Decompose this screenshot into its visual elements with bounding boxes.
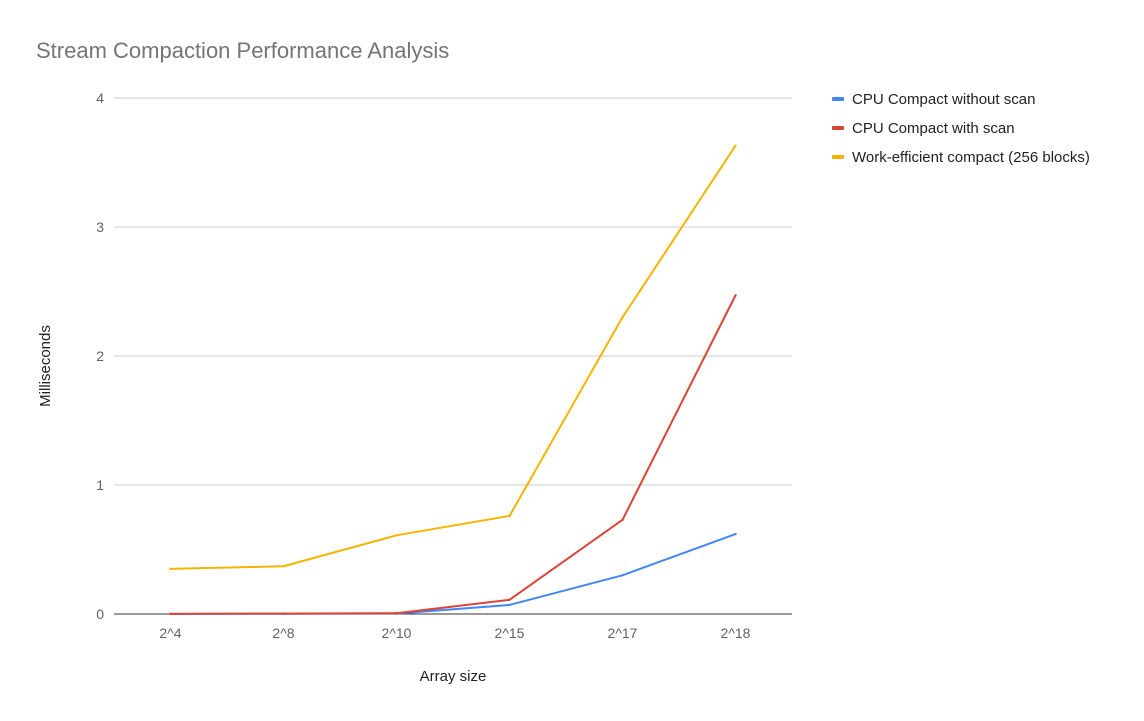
x-axis-ticks: 2^4 2^8 2^10 2^15 2^17 2^18 (159, 625, 750, 641)
x-tick-label: 2^10 (382, 625, 412, 641)
data-point (169, 567, 172, 571)
x-tick-label: 2^4 (159, 625, 181, 641)
data-point (508, 514, 511, 518)
y-tick-label: 2 (96, 348, 104, 364)
y-tick-label: 4 (96, 90, 104, 106)
legend-swatch (832, 97, 844, 101)
data-point (508, 598, 511, 602)
data-point (734, 532, 737, 536)
data-point (734, 144, 737, 147)
data-point (621, 574, 624, 577)
y-tick-label: 1 (96, 477, 104, 493)
data-point (621, 316, 624, 319)
y-axis-ticks: 0 1 2 3 4 (96, 90, 104, 622)
x-tick-label: 2^18 (721, 625, 751, 641)
y-axis-title: Milliseconds (37, 325, 54, 407)
data-point (734, 294, 737, 297)
data-point (508, 603, 511, 607)
grid (114, 97, 792, 486)
data-point (282, 565, 285, 568)
y-tick-label: 0 (96, 606, 104, 622)
data-point (395, 612, 398, 615)
data-point (395, 534, 398, 537)
legend-label: CPU Compact without scan (852, 91, 1035, 108)
series-line-3 (170, 145, 737, 570)
chart-title: Stream Compaction Performance Analysis (36, 38, 449, 63)
data-point (621, 518, 624, 522)
data-point (282, 612, 285, 615)
legend-swatch (832, 155, 844, 159)
legend: CPU Compact without scan CPU Compact with… (832, 91, 1090, 166)
x-tick-label: 2^15 (495, 625, 525, 641)
y-tick-label: 3 (96, 219, 104, 235)
x-tick-label: 2^17 (608, 625, 638, 641)
series-line-2 (170, 294, 737, 615)
data-point (169, 612, 172, 616)
x-axis-title: Array size (420, 668, 487, 685)
legend-label: CPU Compact with scan (852, 120, 1015, 137)
legend-label: Work-efficient compact (256 blocks) (852, 149, 1090, 166)
x-tick-label: 2^8 (272, 625, 294, 641)
legend-swatch (832, 126, 844, 130)
series-line-1 (170, 533, 736, 615)
series-lines (169, 144, 737, 616)
